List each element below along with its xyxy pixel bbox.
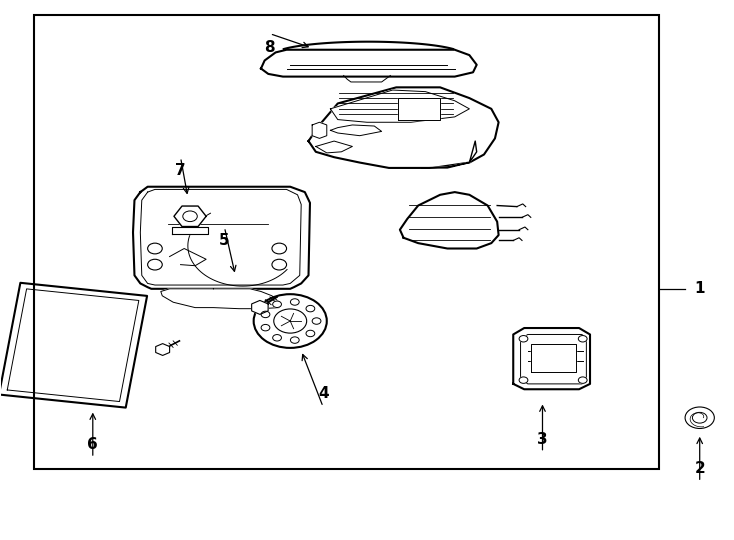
Polygon shape (308, 87, 498, 168)
Polygon shape (261, 50, 476, 77)
Polygon shape (7, 289, 139, 402)
Text: 4: 4 (318, 386, 328, 401)
Circle shape (261, 325, 270, 331)
Polygon shape (161, 289, 279, 309)
Polygon shape (330, 125, 382, 136)
Circle shape (519, 335, 528, 342)
Circle shape (685, 407, 714, 428)
Bar (34, 15, 659, 469)
Text: 5: 5 (219, 233, 230, 248)
Text: 8: 8 (264, 39, 275, 55)
Circle shape (578, 377, 587, 383)
Circle shape (272, 335, 281, 341)
Polygon shape (398, 98, 440, 119)
Polygon shape (312, 122, 327, 138)
Circle shape (254, 294, 327, 348)
Polygon shape (174, 206, 206, 226)
Text: 3: 3 (537, 431, 548, 447)
Polygon shape (513, 328, 590, 389)
Polygon shape (156, 343, 170, 355)
Circle shape (291, 299, 299, 305)
Text: 6: 6 (87, 437, 98, 452)
Circle shape (148, 243, 162, 254)
Polygon shape (330, 90, 469, 122)
Circle shape (261, 311, 270, 318)
Circle shape (306, 330, 315, 337)
Polygon shape (133, 187, 310, 289)
Circle shape (312, 318, 321, 324)
Polygon shape (422, 141, 476, 168)
Circle shape (274, 309, 307, 333)
Circle shape (183, 211, 197, 221)
Polygon shape (316, 141, 352, 153)
Circle shape (272, 301, 281, 307)
Circle shape (692, 413, 707, 423)
Polygon shape (0, 283, 147, 408)
Circle shape (306, 306, 315, 312)
Polygon shape (172, 227, 208, 234)
Circle shape (578, 335, 587, 342)
Polygon shape (520, 334, 586, 384)
Circle shape (272, 259, 286, 270)
Circle shape (148, 259, 162, 270)
Text: 7: 7 (175, 163, 186, 178)
Circle shape (519, 377, 528, 383)
Polygon shape (252, 300, 268, 314)
Text: 2: 2 (694, 461, 705, 476)
Polygon shape (531, 344, 576, 372)
Text: 1: 1 (694, 281, 705, 296)
Circle shape (272, 243, 286, 254)
Polygon shape (400, 192, 498, 248)
Circle shape (291, 337, 299, 343)
